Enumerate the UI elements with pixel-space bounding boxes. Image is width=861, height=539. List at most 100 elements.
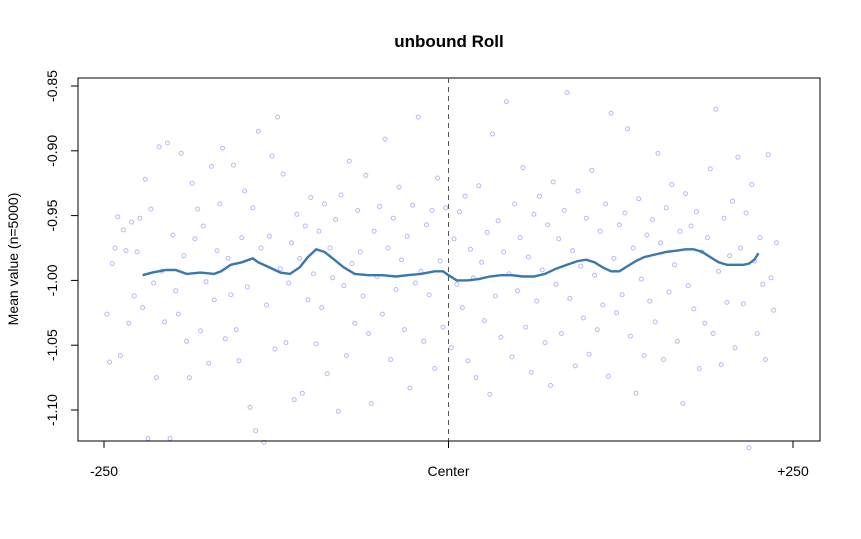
data-point — [390, 215, 396, 221]
data-point — [630, 245, 636, 251]
data-point — [302, 223, 308, 229]
data-point — [131, 293, 137, 299]
data-point — [498, 334, 504, 340]
data-point — [567, 296, 573, 301]
data-point — [399, 257, 405, 263]
data-point — [735, 154, 741, 160]
data-point — [115, 214, 121, 220]
data-point — [316, 228, 322, 234]
data-point — [371, 228, 377, 234]
data-point — [308, 195, 314, 200]
data-point — [721, 215, 727, 221]
data-point — [269, 153, 275, 159]
data-point — [459, 305, 465, 311]
data-point — [266, 233, 272, 239]
data-point — [749, 182, 755, 187]
data-point — [611, 255, 617, 261]
data-point — [264, 302, 270, 308]
scatter-points — [104, 90, 779, 451]
data-point — [473, 375, 479, 381]
data-point — [222, 336, 228, 342]
data-point — [465, 358, 471, 364]
data-point — [592, 272, 598, 278]
data-point — [638, 276, 644, 282]
data-point — [627, 333, 633, 339]
data-point — [572, 363, 578, 369]
data-point — [531, 211, 537, 217]
data-point — [184, 338, 190, 344]
data-point — [297, 255, 303, 261]
data-point — [112, 245, 118, 251]
data-point — [495, 218, 501, 224]
smooth-line — [142, 247, 760, 282]
data-point — [228, 292, 234, 298]
data-point — [291, 397, 297, 403]
data-point — [724, 299, 730, 305]
data-point — [203, 279, 209, 285]
data-point — [644, 232, 650, 238]
data-point — [688, 223, 694, 229]
data-point — [175, 311, 181, 317]
data-point — [242, 188, 248, 194]
y-tick-label: -0.90 — [44, 135, 60, 167]
data-point — [429, 207, 435, 213]
data-point — [707, 166, 713, 172]
data-point — [118, 353, 123, 359]
x-tick-label: -250 — [90, 463, 118, 479]
data-point — [705, 235, 711, 241]
data-point — [129, 219, 135, 225]
data-point — [283, 340, 289, 346]
data-point — [517, 235, 523, 241]
data-point — [319, 305, 325, 311]
data-point — [633, 390, 639, 396]
data-point — [148, 206, 154, 212]
data-point — [754, 331, 760, 336]
data-point — [344, 353, 349, 359]
data-point — [338, 192, 344, 198]
data-point — [694, 209, 699, 215]
data-point — [156, 144, 162, 150]
data-point — [349, 261, 355, 267]
data-point — [178, 150, 184, 156]
y-tick-label: -1.10 — [44, 394, 60, 426]
data-point — [286, 280, 292, 286]
data-point — [437, 258, 443, 264]
data-point — [514, 288, 520, 294]
data-point — [608, 110, 614, 116]
data-point — [104, 311, 110, 317]
data-point — [272, 346, 278, 352]
data-point — [674, 338, 680, 344]
data-point — [341, 283, 347, 289]
data-point — [680, 401, 686, 406]
data-point — [501, 249, 507, 255]
data-point — [366, 331, 372, 336]
data-point — [181, 253, 187, 259]
data-point — [658, 240, 664, 246]
y-tick-label: -0.85 — [44, 70, 60, 102]
data-point — [528, 369, 534, 375]
data-point — [575, 188, 581, 194]
data-point — [368, 401, 374, 406]
data-point — [275, 114, 281, 120]
data-point — [738, 245, 744, 251]
data-point — [597, 228, 603, 234]
data-point — [393, 287, 399, 292]
chart-title: unbound Roll — [394, 32, 504, 51]
data-point — [277, 266, 283, 272]
data-point — [559, 331, 564, 336]
y-axis: -0.85 -0.90 -0.95 -1.00 -1.05 -1.10 — [44, 70, 79, 426]
data-point — [614, 310, 620, 316]
data-point — [261, 439, 267, 445]
data-point — [636, 196, 642, 202]
y-tick-label: -1.05 — [44, 329, 60, 361]
data-point — [771, 307, 777, 313]
data-point — [545, 222, 551, 228]
data-point — [696, 366, 702, 371]
x-tick-label: Center — [427, 463, 469, 479]
data-point — [729, 198, 735, 204]
data-point — [443, 205, 449, 211]
data-point — [468, 246, 473, 252]
data-point — [666, 289, 672, 295]
data-point — [740, 301, 746, 307]
